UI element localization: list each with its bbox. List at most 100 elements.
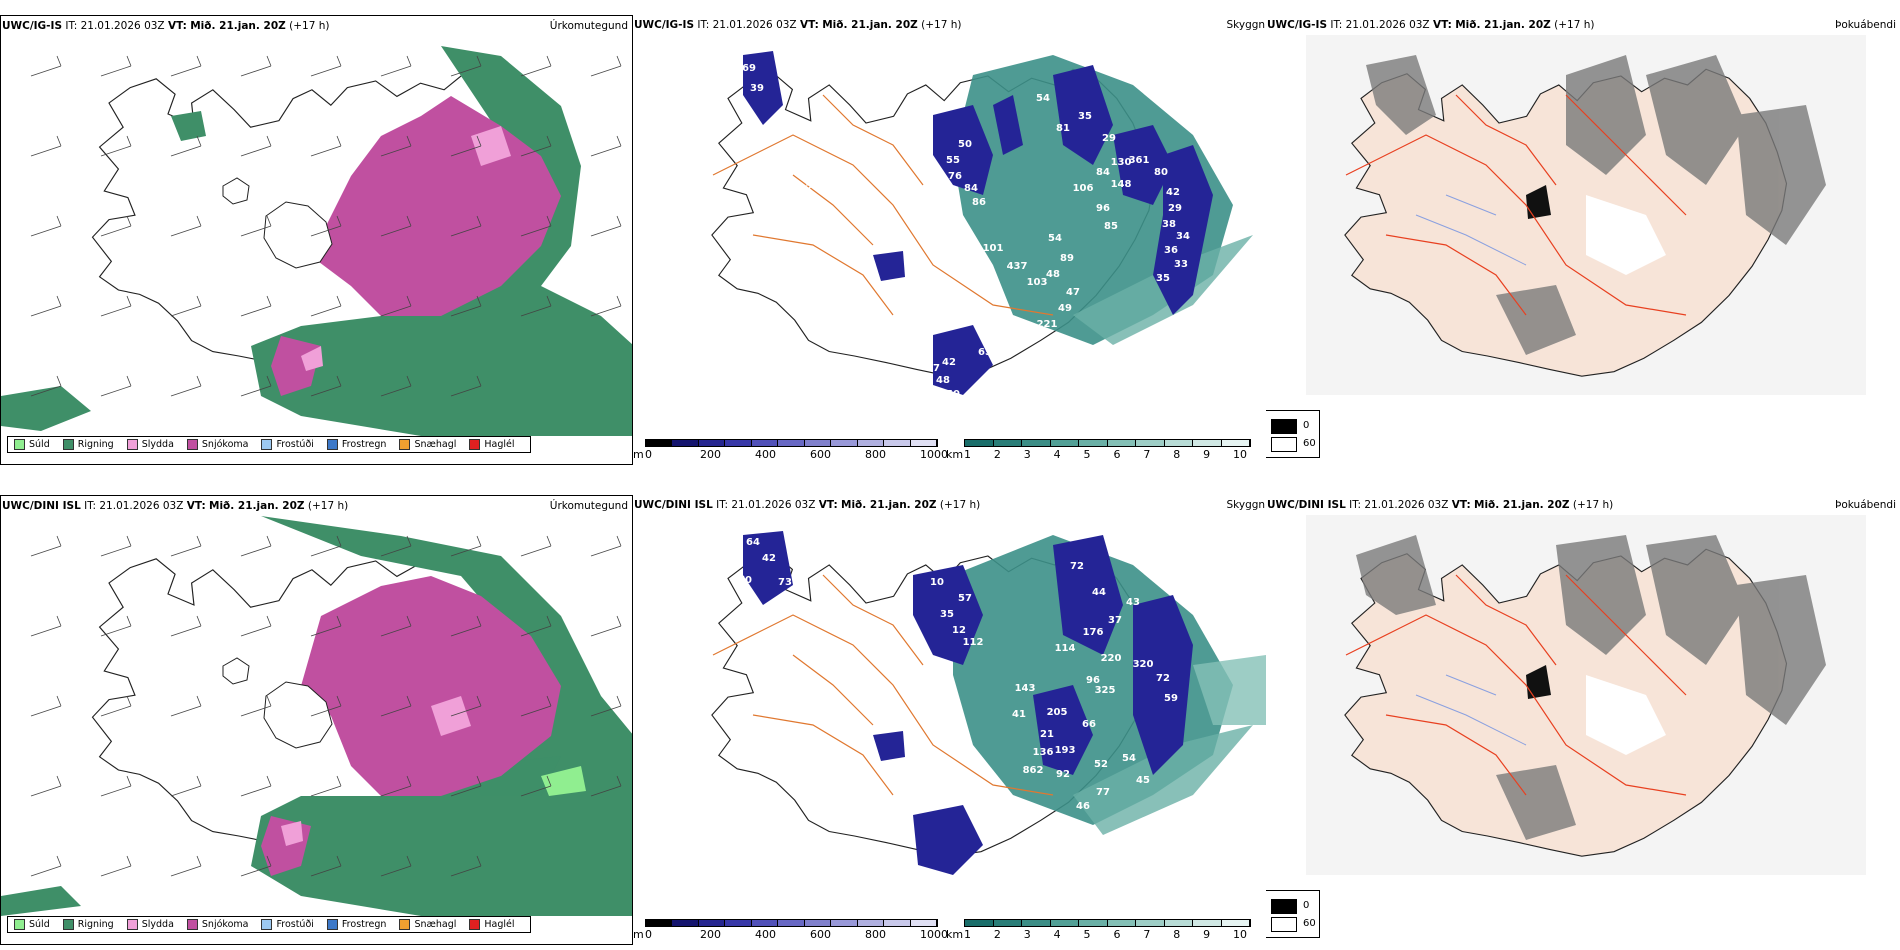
cloud-peak-label: 10 (930, 577, 944, 588)
cloud-peak-label: 21 (1040, 729, 1054, 740)
colorbar-tick-label: 7 (1143, 448, 1151, 461)
cloud-peak-label: 92 (1056, 769, 1070, 780)
legend-label: Slydda (141, 439, 174, 450)
colorbar-bin (1136, 440, 1165, 446)
fog-panel-row1: UWC/IG-IS IT: 21.01.2026 03Z VT: Mið. 21… (1266, 15, 1900, 465)
panel-header: UWC/IG-IS IT: 21.01.2026 03Z VT: Mið. 21… (2, 20, 329, 32)
cloud-peak-label: 66 (1082, 719, 1096, 730)
legend-label: Súld (29, 919, 50, 930)
wind-barbs (30, 55, 622, 397)
colorbar-tick-label: 5 (1083, 448, 1091, 461)
cloud-peak-label: 66 (922, 889, 936, 900)
legend-item-6: Snæhagl (399, 439, 456, 450)
colorbar-bin (1107, 920, 1136, 926)
legend-label: Haglél (484, 439, 515, 450)
cloud-peak-label: 57 (926, 709, 940, 720)
legend-label: Haglél (484, 919, 515, 930)
colorbar-tick-label: 5 (1083, 928, 1091, 941)
cloud-peak-label: 136 (1033, 747, 1054, 758)
fog-shading (1366, 55, 1826, 355)
wind-barbs (30, 535, 622, 877)
cloud-peak-label: 44 (1092, 587, 1106, 598)
legend-item-5: Frostregn (326, 439, 386, 450)
cloud-peak-label: 34 (932, 219, 946, 230)
colorbar-bin (1050, 920, 1079, 926)
lead-time: (+17 h) (939, 499, 981, 511)
fog-low-swatch (1271, 899, 1297, 914)
cloud-peak-label: 10 (936, 103, 950, 114)
colorbar-bin (831, 440, 858, 446)
colorbar-strip (964, 919, 1251, 927)
legend-item-1: Rigning (62, 439, 114, 450)
precip-panel-title: Úrkomutegund (549, 20, 628, 32)
rivers (1415, 194, 1527, 266)
cloud-peak-label: 361 (1129, 155, 1150, 166)
legend-label: Súld (29, 439, 50, 450)
cloud-peak-label: 77 (1096, 787, 1110, 798)
legend-label: Snæhagl (414, 919, 457, 930)
cloud-peak-label: 84 (964, 183, 978, 194)
it-label: IT: (716, 499, 729, 511)
colorbar-bin (831, 920, 858, 926)
panel-header: UWC/DINI ISL IT: 21.01.2026 03Z VT: Mið.… (1267, 499, 1613, 511)
precip-map-row2 (1, 516, 632, 916)
lead-time: (+17 h) (289, 20, 330, 32)
it-label: IT: (1330, 19, 1343, 31)
cloud-peak-label: 50 (958, 139, 972, 150)
fog-panel-row2: UWC/DINI ISL IT: 21.01.2026 03Z VT: Mið.… (1266, 495, 1900, 945)
fog-high-swatch (1271, 917, 1297, 932)
cloud-peak-label: 220 (1101, 653, 1122, 664)
colorbar-tick-label: 600 (810, 928, 831, 941)
legend-label: Slydda (141, 919, 174, 930)
cloud-peak-label: 47 (1066, 287, 1080, 298)
cloud-map-row1: 6939210505576848654813529130148841069685… (711, 51, 1253, 414)
precip-panel-title: Úrkomutegund (549, 500, 628, 512)
cloud-peak-label: 48 (1046, 269, 1060, 280)
vt-label: VT: (799, 19, 819, 31)
cloud-peak-label: 85 (1104, 221, 1118, 232)
colorbar-tick-label: 10 (1233, 928, 1247, 941)
legend-label: Frostúði (276, 439, 314, 450)
model-name: UWC/DINI ISL (2, 500, 81, 512)
cloud-peak-label: 176 (1083, 627, 1104, 638)
cloud-base-colorbar: m 0 200 400 600 800 1000 (633, 439, 948, 465)
colorbar-bin (804, 920, 832, 926)
lead-time: (+17 h) (921, 19, 962, 31)
colorbar-tick-label: 400 (755, 448, 776, 461)
colorbar-bin (1050, 440, 1079, 446)
colorbar-bin (993, 920, 1022, 926)
legend-swatch (399, 919, 411, 930)
vt-value: Mið. 21.jan. 20Z (1474, 499, 1570, 511)
lead-time: (+17 h) (307, 500, 349, 512)
colorbar-bin (778, 440, 805, 446)
legend-label: Rigning (77, 439, 114, 450)
colorbar-bin (857, 440, 885, 446)
panel-header: UWC/DINI ISL IT: 21.01.2026 03Z VT: Mið.… (634, 499, 980, 511)
rivers (1415, 674, 1527, 746)
cloud-peak-label: 49 (1058, 303, 1072, 314)
colorbar-bin (884, 440, 911, 446)
cloud-base-area (743, 531, 1193, 875)
colorbar-tick-label: 1 (964, 928, 971, 941)
vt-label: VT: (818, 499, 838, 511)
legend-swatch (62, 919, 74, 930)
cloud-peak-label: 130 (1111, 157, 1132, 168)
legend-swatch (326, 919, 338, 930)
colorbar-bin (646, 920, 673, 926)
fog-legend: 0 60 (1266, 890, 1320, 938)
colorbar-tick-label: 1000 (920, 448, 948, 461)
fog-high-label: 60 (1303, 918, 1316, 929)
cloud-top-colorbar: km 1 2 3 4 5 6 7 8 9 10 (946, 439, 1251, 465)
colorbar-bin (1136, 920, 1165, 926)
cloud-peak-label: 54 (1048, 233, 1062, 244)
cloud-peak-label: 77 (926, 363, 940, 374)
cloud-peak-label: 37 (1108, 615, 1122, 626)
colorbar-tick-label: 7 (1143, 928, 1151, 941)
colorbar-tick-label: 200 (700, 448, 721, 461)
legend-item-0: Súld (14, 919, 50, 930)
cloud-peak-label: 36 (1164, 245, 1178, 256)
vt-label: VT: (1432, 19, 1452, 31)
cloud-peak-values: 6939210505576848654813529130148841069685… (742, 63, 1190, 414)
precip-legend: Súld Rigning Slydda Snjókoma Frostúði Frostre… (7, 916, 531, 933)
colorbar-unit: km (946, 928, 964, 941)
